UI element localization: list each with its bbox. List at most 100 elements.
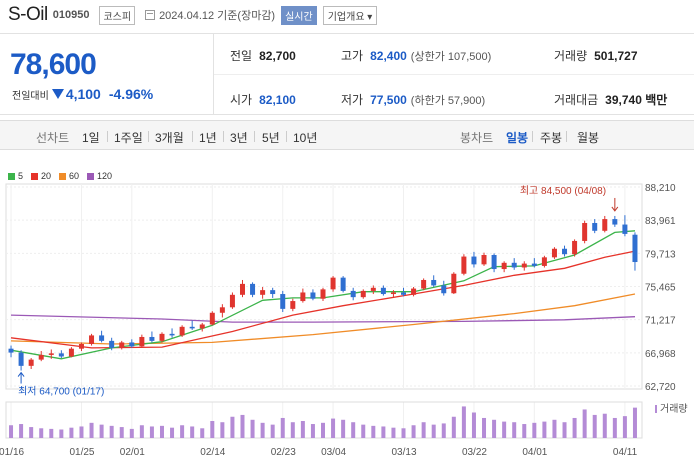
candle-body <box>461 256 467 274</box>
volume-bar <box>461 406 466 438</box>
open-price: 시가 82,100 <box>230 91 296 108</box>
volume-bar <box>170 427 175 438</box>
stock-name: S-Oil <box>8 4 48 25</box>
volume-bar <box>592 414 597 438</box>
legend-ma60: 60 <box>59 171 79 181</box>
volume-bar <box>431 424 436 438</box>
volume-bar <box>310 424 315 438</box>
tab-10year[interactable]: 10년 <box>293 131 318 145</box>
volume-bar <box>139 425 144 438</box>
upper-limit: (상한가 107,500) <box>410 50 492 63</box>
tab-daily[interactable]: 일봉 <box>506 131 529 145</box>
candle-body <box>401 292 407 295</box>
volume-bar <box>29 427 34 438</box>
candle-body <box>612 219 618 225</box>
volume-bar <box>532 422 537 438</box>
candle-body <box>310 292 316 299</box>
tab-monthly[interactable]: 월봉 <box>577 131 600 145</box>
x-tick-label: 04/01 <box>522 447 547 458</box>
tab-3month[interactable]: 3개월 <box>155 131 184 145</box>
high-price: 고가 82,400 (상한가 107,500) <box>341 47 491 64</box>
y-tick-label: 71,217 <box>645 316 676 327</box>
candle-body <box>622 224 628 234</box>
change-label: 전일대비 <box>12 90 49 102</box>
tab-line-chart[interactable]: 선차트 <box>36 131 70 145</box>
high-arrow-head <box>611 206 619 212</box>
legend-ma20-swatch <box>31 172 39 180</box>
change-amount: 4,100 <box>65 86 101 102</box>
candle-body <box>209 312 215 325</box>
candle-body <box>562 248 568 255</box>
volume-bar <box>441 423 446 438</box>
volume-bar <box>622 416 627 438</box>
candle-body <box>179 326 185 336</box>
volume-bar <box>552 419 557 438</box>
x-tick-label: 02/23 <box>271 447 296 458</box>
ma120-line <box>10 314 636 323</box>
candle-body <box>441 285 447 294</box>
volume-bar <box>632 407 637 438</box>
low-label: 저가 <box>341 93 364 107</box>
tab-weekly[interactable]: 주봉 <box>540 131 563 145</box>
candle-body <box>270 290 276 295</box>
x-tick-label: 03/22 <box>462 447 487 458</box>
open-value: 82,100 <box>259 92 296 107</box>
tab-1year[interactable]: 1년 <box>199 131 217 145</box>
candle-body <box>89 335 95 344</box>
legend-ma120-swatch <box>87 172 95 180</box>
candle-body <box>350 290 356 298</box>
ma60-line <box>10 293 636 345</box>
candle-body <box>592 222 598 231</box>
candle-body <box>280 294 286 309</box>
candle-body <box>491 254 497 270</box>
company-info-dropdown[interactable]: 기업개요 ▾ <box>322 5 378 25</box>
volume-bar <box>230 416 235 438</box>
candle-body <box>139 336 145 347</box>
candle-body <box>199 324 205 329</box>
prev-close-value: 82,700 <box>259 48 296 63</box>
stock-header: S-Oil 010950 코스피 2024.04.12 기준(장마감) 실시간 … <box>0 0 694 30</box>
volume-bar <box>159 425 164 438</box>
volume-label: 거래량 <box>554 49 588 63</box>
y-tick-label: 79,713 <box>645 249 676 260</box>
volume-bar <box>351 422 356 438</box>
volume-bar <box>290 422 295 438</box>
stock-code: 010950 <box>52 9 90 21</box>
y-tick-label: 83,961 <box>645 216 676 227</box>
legend-ma120: 120 <box>87 171 112 181</box>
volume-bar <box>79 426 84 438</box>
candle-body <box>340 277 346 291</box>
tab-1day[interactable]: 1일 <box>82 131 100 145</box>
current-price-panel: 78,600 전일대비 4,100 -4.96% <box>0 34 214 114</box>
trade-amount: 거래대금 39,740 백만 <box>554 91 667 108</box>
tab-candle-chart[interactable]: 봉차트 <box>460 131 494 145</box>
chart-tabs: 선차트 1일 1주일 3개월 1년 3년 5년 10년 봉차트 일봉 주봉 월봉 <box>0 120 694 150</box>
candle-body <box>119 342 125 348</box>
low-value: 77,500 <box>370 92 407 107</box>
x-tick-label: 01/25 <box>69 447 94 458</box>
x-tick-label: 02/14 <box>200 447 225 458</box>
volume-bar <box>512 422 517 438</box>
realtime-button[interactable]: 실시간 <box>281 5 317 25</box>
tab-3year[interactable]: 3년 <box>230 131 248 145</box>
tab-5year[interactable]: 5년 <box>262 131 280 145</box>
candle-body <box>431 279 437 286</box>
volume-bar <box>180 425 185 438</box>
volume-bar <box>260 422 265 438</box>
x-tick-label: 03/04 <box>321 447 346 458</box>
calendar-icon <box>145 10 156 20</box>
volume-bar <box>421 422 426 438</box>
legend-ma60-swatch <box>59 172 67 180</box>
down-arrow-icon <box>51 89 64 99</box>
volume-bar <box>471 412 476 438</box>
tab-1week[interactable]: 1주일 <box>114 131 143 145</box>
candle-body <box>18 352 24 366</box>
open-label: 시가 <box>230 93 253 107</box>
candle-body <box>551 248 557 258</box>
high-value: 82,400 <box>370 48 407 63</box>
volume-bar <box>451 416 456 438</box>
quote-date: 2024.04.12 기준(장마감) <box>159 10 276 22</box>
candle-body <box>28 359 34 366</box>
candle-body <box>169 333 175 336</box>
